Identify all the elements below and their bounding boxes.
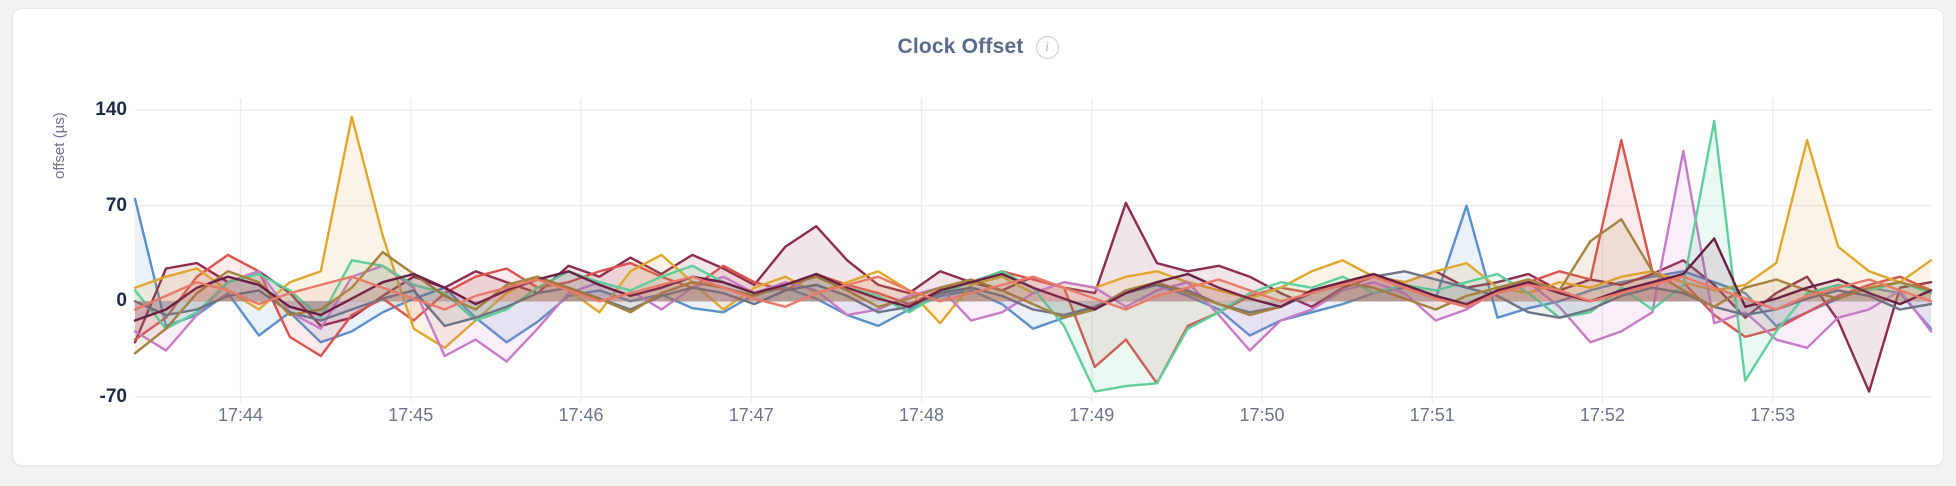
x-tick-label: 17:48: [898, 405, 945, 425]
info-icon[interactable]: i: [1035, 35, 1059, 59]
series-4-area: [135, 116, 1931, 348]
x-tick-label: 17:53: [1750, 405, 1796, 425]
series-3-line: [133, 138, 1933, 385]
series-1-area: [135, 198, 1931, 343]
x-tick-label: 17:47: [728, 405, 774, 425]
series-8-area: [135, 219, 1931, 354]
y-tick-label: 0: [116, 290, 127, 312]
y-tick-label: 140: [95, 99, 127, 120]
series-10-line: [133, 275, 1933, 311]
series-7-line: [133, 270, 1933, 328]
y-tick-label: -70: [99, 386, 127, 407]
x-tick-label: 17:44: [218, 405, 264, 425]
series-5-line: [133, 149, 1933, 363]
series-9-line: [133, 237, 1933, 322]
series-5-area: [135, 151, 1931, 362]
clock-offset-card: Clock Offset i offset (µs) 140 70 0 -70 17:…: [12, 8, 1944, 466]
x-tick-label: 17:46: [558, 405, 604, 425]
x-tick-label: 17:52: [1579, 405, 1625, 425]
page-title: Clock Offset: [897, 35, 1024, 58]
chart-container: offset (µs) 140 70 0 -70 17:44 17:45 17:46 17:…: [13, 9, 1944, 466]
series-6-line: [133, 119, 1933, 393]
series-2-area: [135, 202, 1931, 392]
y-tick-label: 70: [105, 194, 127, 216]
x-tick-label: 17:49: [1069, 405, 1115, 425]
x-tick-label: 17:51: [1409, 405, 1455, 425]
card-header: Clock Offset i: [13, 35, 1943, 59]
series-6-area: [135, 120, 1931, 392]
line-chart-plot[interactable]: [13, 9, 1944, 466]
y-axis-ticks: 140 70 0 -70: [13, 9, 135, 465]
series-10-area: [135, 276, 1931, 310]
series-group: [133, 115, 1933, 393]
x-tick-label: 17:50: [1239, 405, 1285, 425]
x-tick-label: 17:45: [388, 405, 434, 425]
series-8-line: [133, 218, 1933, 355]
grid-lines: [135, 98, 1931, 403]
